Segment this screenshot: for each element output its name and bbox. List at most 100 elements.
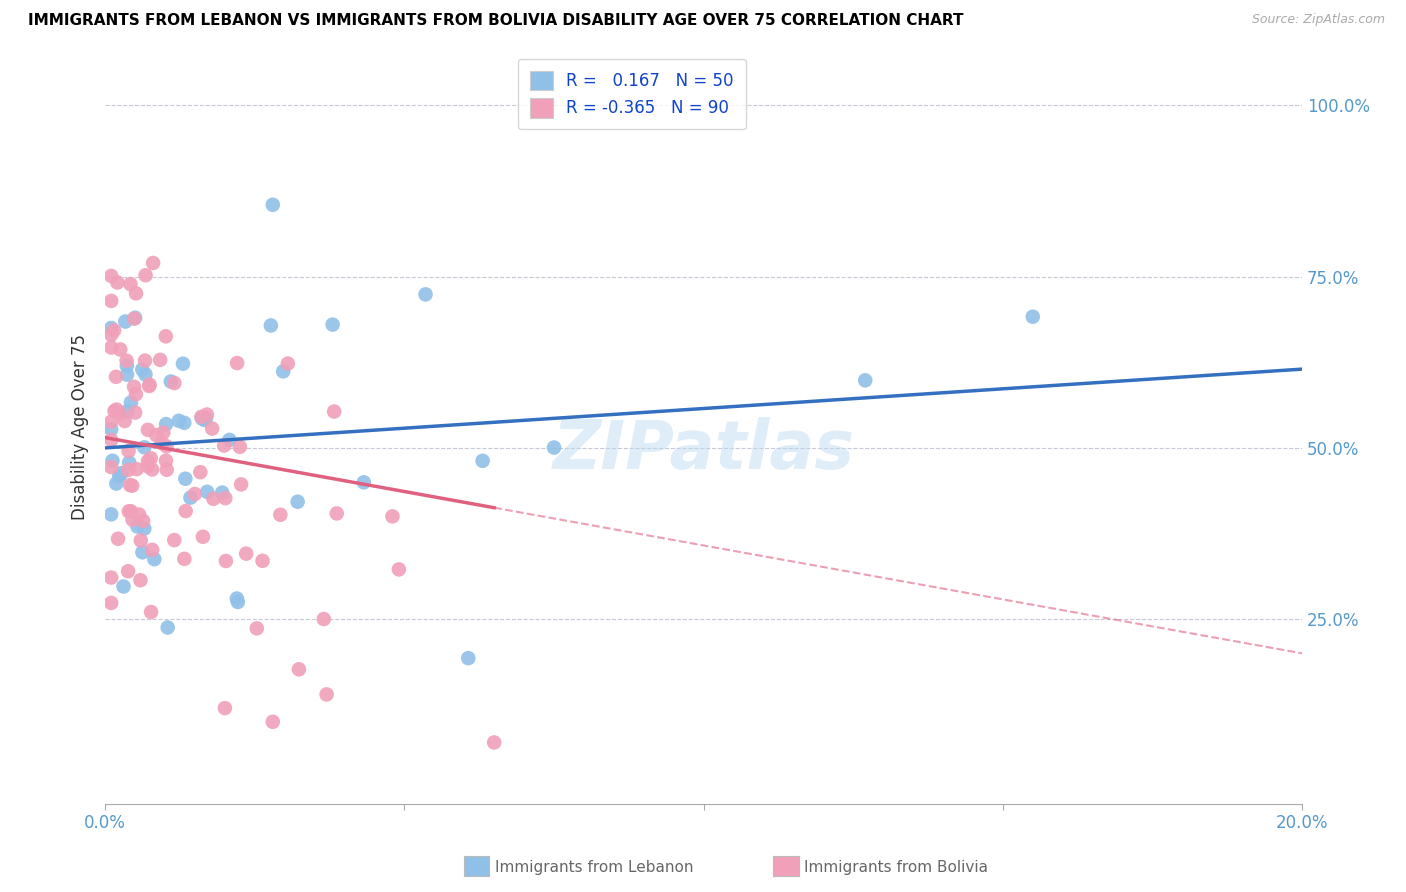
Point <box>139 451 162 466</box>
Point <box>167 414 190 428</box>
Point <box>100 341 122 355</box>
Point <box>194 411 217 425</box>
Point <box>543 441 565 455</box>
Point <box>152 425 174 440</box>
Point <box>211 485 233 500</box>
Point <box>127 519 149 533</box>
Point <box>215 554 238 568</box>
Point <box>214 701 236 715</box>
Point <box>155 439 177 453</box>
Legend: R =   0.167   N = 50, R = -0.365   N = 90: R = 0.167 N = 50, R = -0.365 N = 90 <box>517 59 745 129</box>
Point <box>141 542 163 557</box>
Point <box>138 379 160 393</box>
Point <box>117 564 139 578</box>
Text: ZIPatlas: ZIPatlas <box>553 417 855 483</box>
Text: Immigrants from Bolivia: Immigrants from Bolivia <box>804 860 988 874</box>
Point <box>212 438 235 452</box>
Point <box>150 436 173 450</box>
Point <box>118 504 141 518</box>
Point <box>191 530 214 544</box>
Text: Immigrants from Lebanon: Immigrants from Lebanon <box>495 860 693 874</box>
Point <box>1022 310 1045 324</box>
Point <box>159 375 181 389</box>
Point <box>155 329 177 343</box>
Point <box>218 433 240 447</box>
Point <box>415 287 437 301</box>
Point <box>323 404 346 418</box>
Point <box>853 373 876 387</box>
Point <box>135 268 157 283</box>
Text: Source: ZipAtlas.com: Source: ZipAtlas.com <box>1251 13 1385 27</box>
Point <box>115 404 138 418</box>
Point <box>155 453 177 467</box>
Point <box>226 595 249 609</box>
Y-axis label: Disability Age Over 75: Disability Age Over 75 <box>72 334 89 520</box>
Point <box>103 404 125 418</box>
Point <box>100 433 122 447</box>
Point <box>125 387 148 401</box>
Point <box>125 462 148 476</box>
Point <box>179 491 201 505</box>
Point <box>457 651 479 665</box>
Point <box>288 662 311 676</box>
Point <box>195 408 218 422</box>
Point <box>100 422 122 436</box>
Point <box>110 466 132 480</box>
Point <box>129 573 152 587</box>
Point <box>143 552 166 566</box>
Point <box>100 293 122 308</box>
Point <box>269 508 291 522</box>
Point <box>156 620 179 634</box>
Point <box>235 547 257 561</box>
Point <box>201 421 224 435</box>
Point <box>121 513 143 527</box>
Point <box>100 327 122 342</box>
Point <box>108 406 131 420</box>
Point <box>482 735 505 749</box>
Point <box>246 621 269 635</box>
Point <box>471 454 494 468</box>
Point <box>163 533 186 547</box>
Point <box>125 286 148 301</box>
Point <box>271 364 294 378</box>
Point <box>114 314 136 328</box>
Point <box>105 476 128 491</box>
Point <box>315 687 337 701</box>
Point <box>122 380 145 394</box>
Point <box>287 494 309 508</box>
Point <box>105 276 128 290</box>
Point <box>226 356 249 370</box>
Point <box>145 428 167 442</box>
Point <box>174 472 197 486</box>
Point <box>124 310 146 325</box>
Point <box>117 463 139 477</box>
Point <box>173 552 195 566</box>
Point <box>129 533 152 548</box>
Point <box>100 508 122 522</box>
Point <box>229 440 252 454</box>
Point <box>195 484 218 499</box>
Point <box>124 406 146 420</box>
Point <box>188 465 211 479</box>
Point <box>229 477 252 491</box>
Point <box>103 323 125 337</box>
Point <box>108 469 131 483</box>
Point <box>277 357 299 371</box>
Point <box>322 318 344 332</box>
Point <box>141 462 163 476</box>
Point <box>132 514 155 528</box>
Point <box>136 459 159 474</box>
Point <box>110 343 132 357</box>
Point <box>326 507 349 521</box>
Point <box>214 491 236 505</box>
Point <box>353 475 375 490</box>
Point <box>260 318 283 333</box>
Point <box>107 532 129 546</box>
Point <box>117 443 139 458</box>
Text: IMMIGRANTS FROM LEBANON VS IMMIGRANTS FROM BOLIVIA DISABILITY AGE OVER 75 CORREL: IMMIGRANTS FROM LEBANON VS IMMIGRANTS FR… <box>28 13 963 29</box>
Point <box>312 612 335 626</box>
Point <box>225 591 247 606</box>
Point <box>128 508 150 522</box>
Point <box>149 352 172 367</box>
Point <box>100 415 122 429</box>
